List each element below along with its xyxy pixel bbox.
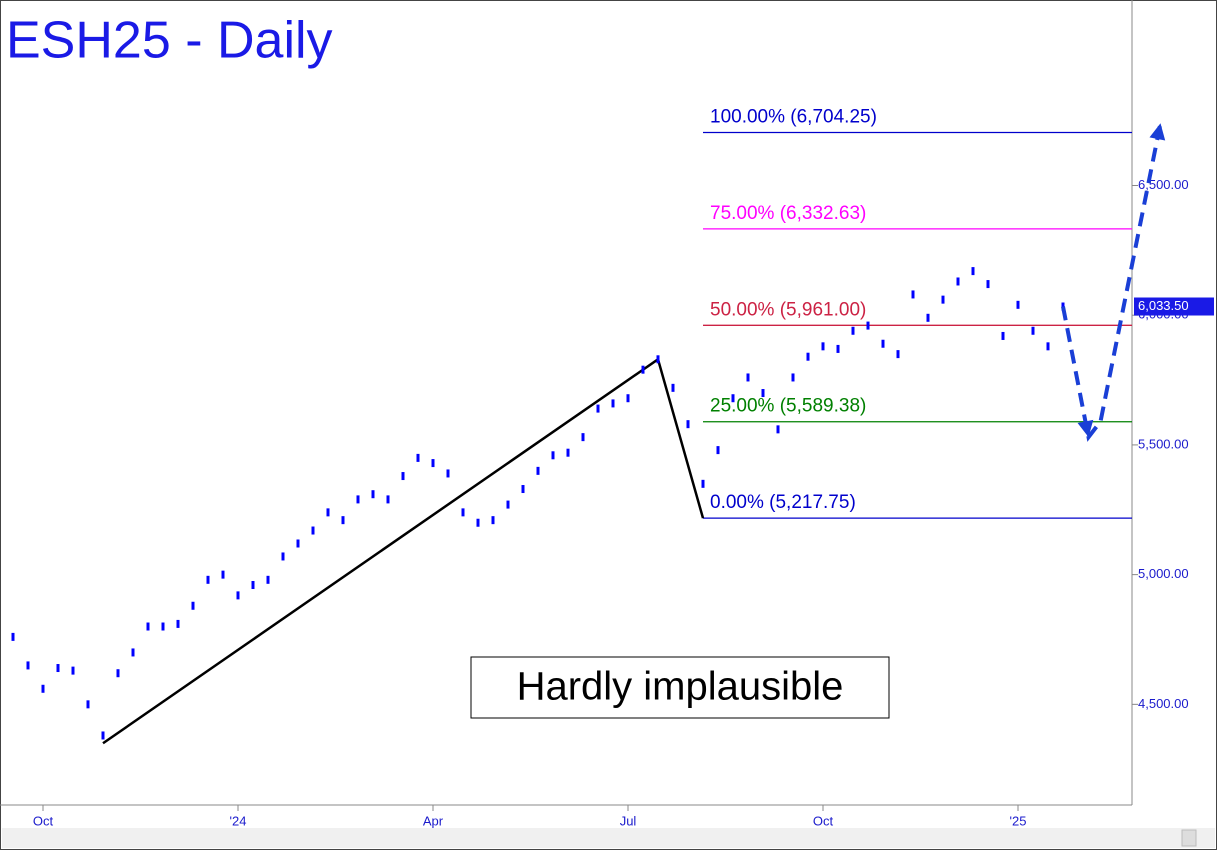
price-bar bbox=[1001, 331, 1005, 340]
price-bar bbox=[26, 661, 30, 670]
price-bar bbox=[191, 601, 195, 610]
price-bar bbox=[11, 632, 15, 641]
y-tick-label: 4,500.00 bbox=[1138, 696, 1189, 711]
price-bar bbox=[281, 552, 285, 561]
price-bar bbox=[56, 664, 60, 673]
price-bar bbox=[71, 666, 75, 675]
price-bar bbox=[221, 570, 225, 579]
price-bar bbox=[161, 622, 165, 631]
price-bar bbox=[926, 313, 930, 322]
price-bar bbox=[311, 526, 315, 535]
price-bar bbox=[716, 446, 720, 455]
price-bar bbox=[731, 394, 735, 403]
price-bar bbox=[251, 581, 255, 590]
price-bar bbox=[746, 373, 750, 382]
price-bar bbox=[1031, 326, 1035, 335]
price-bar bbox=[326, 508, 330, 517]
price-bar bbox=[206, 575, 210, 584]
price-bar bbox=[521, 485, 525, 494]
price-bar bbox=[611, 399, 615, 408]
price-bar bbox=[791, 373, 795, 382]
price-bar bbox=[866, 321, 870, 330]
price-bar bbox=[1016, 300, 1020, 309]
price-bar bbox=[896, 350, 900, 359]
price-bar bbox=[581, 433, 585, 442]
scroll-thumb[interactable] bbox=[1181, 829, 1197, 847]
price-bar bbox=[776, 425, 780, 434]
price-bar bbox=[956, 277, 960, 286]
arrowhead bbox=[1149, 123, 1166, 141]
chart-title: ESH25 - Daily bbox=[6, 12, 333, 70]
annotation-box bbox=[470, 656, 890, 719]
price-bar bbox=[821, 342, 825, 351]
price-bar bbox=[176, 619, 180, 628]
price-bar bbox=[881, 339, 885, 348]
level-label: 0.00% (5,217.75) bbox=[710, 492, 856, 513]
price-bar bbox=[266, 575, 270, 584]
price-bar bbox=[116, 669, 120, 678]
price-bar bbox=[401, 472, 405, 481]
price-bar bbox=[686, 420, 690, 429]
price-bar bbox=[986, 280, 990, 289]
price-bar bbox=[371, 490, 375, 499]
last-price-label: 6,033.50 bbox=[1138, 298, 1189, 313]
price-bar bbox=[566, 448, 570, 457]
price-bar bbox=[476, 518, 480, 527]
x-tick-label: Oct bbox=[813, 813, 834, 828]
projection bbox=[1061, 122, 1163, 442]
x-tick-label: '25 bbox=[1010, 813, 1027, 828]
price-bar bbox=[131, 648, 135, 657]
price-bar bbox=[1046, 342, 1050, 351]
price-bar bbox=[386, 495, 390, 504]
annotation: Hardly implausible bbox=[517, 665, 844, 709]
price-bar bbox=[296, 539, 300, 548]
y-tick-label: 6,500.00 bbox=[1138, 177, 1189, 192]
price-bar bbox=[431, 459, 435, 468]
price-bar bbox=[941, 295, 945, 304]
price-bar bbox=[101, 731, 105, 740]
price-bar bbox=[851, 326, 855, 335]
price-bar bbox=[911, 290, 915, 299]
price-bar bbox=[356, 495, 360, 504]
x-tick-label: '24 bbox=[230, 813, 247, 828]
price-bar bbox=[536, 466, 540, 475]
price-bar bbox=[506, 500, 510, 509]
y-tick-label: 5,500.00 bbox=[1138, 436, 1189, 451]
price-bar bbox=[641, 365, 645, 374]
price-bar bbox=[491, 516, 495, 525]
price-bar bbox=[806, 352, 810, 361]
price-bar bbox=[551, 451, 555, 460]
price-bar bbox=[656, 355, 660, 364]
price-bar bbox=[836, 344, 840, 353]
price-bar bbox=[596, 404, 600, 413]
x-tick-label: Apr bbox=[423, 813, 444, 828]
arrowhead bbox=[1077, 419, 1094, 438]
price-bar bbox=[41, 684, 45, 693]
price-bar bbox=[701, 479, 705, 488]
last-price-box bbox=[1134, 297, 1214, 316]
level-label: 75.00% (6,332.63) bbox=[710, 203, 866, 224]
level-label: 50.00% (5,961.00) bbox=[710, 299, 866, 320]
x-tick-label: Oct bbox=[33, 813, 54, 828]
price-bar bbox=[761, 389, 765, 398]
scrollbar[interactable] bbox=[2, 828, 1215, 848]
price-bar bbox=[971, 267, 975, 276]
price-bar bbox=[341, 516, 345, 525]
price-bar bbox=[416, 453, 420, 462]
price-bar bbox=[236, 591, 240, 600]
price-bar bbox=[446, 469, 450, 478]
level-label: 100.00% (6,704.25) bbox=[710, 107, 877, 128]
price-bar bbox=[461, 508, 465, 517]
x-tick-label: Jul bbox=[620, 813, 637, 828]
price-bar bbox=[626, 394, 630, 403]
level-label: 25.00% (5,589.38) bbox=[710, 396, 866, 417]
y-tick-label: 5,000.00 bbox=[1138, 566, 1189, 581]
price-bar bbox=[146, 622, 150, 631]
price-bar bbox=[671, 383, 675, 392]
price-bar bbox=[86, 700, 90, 709]
